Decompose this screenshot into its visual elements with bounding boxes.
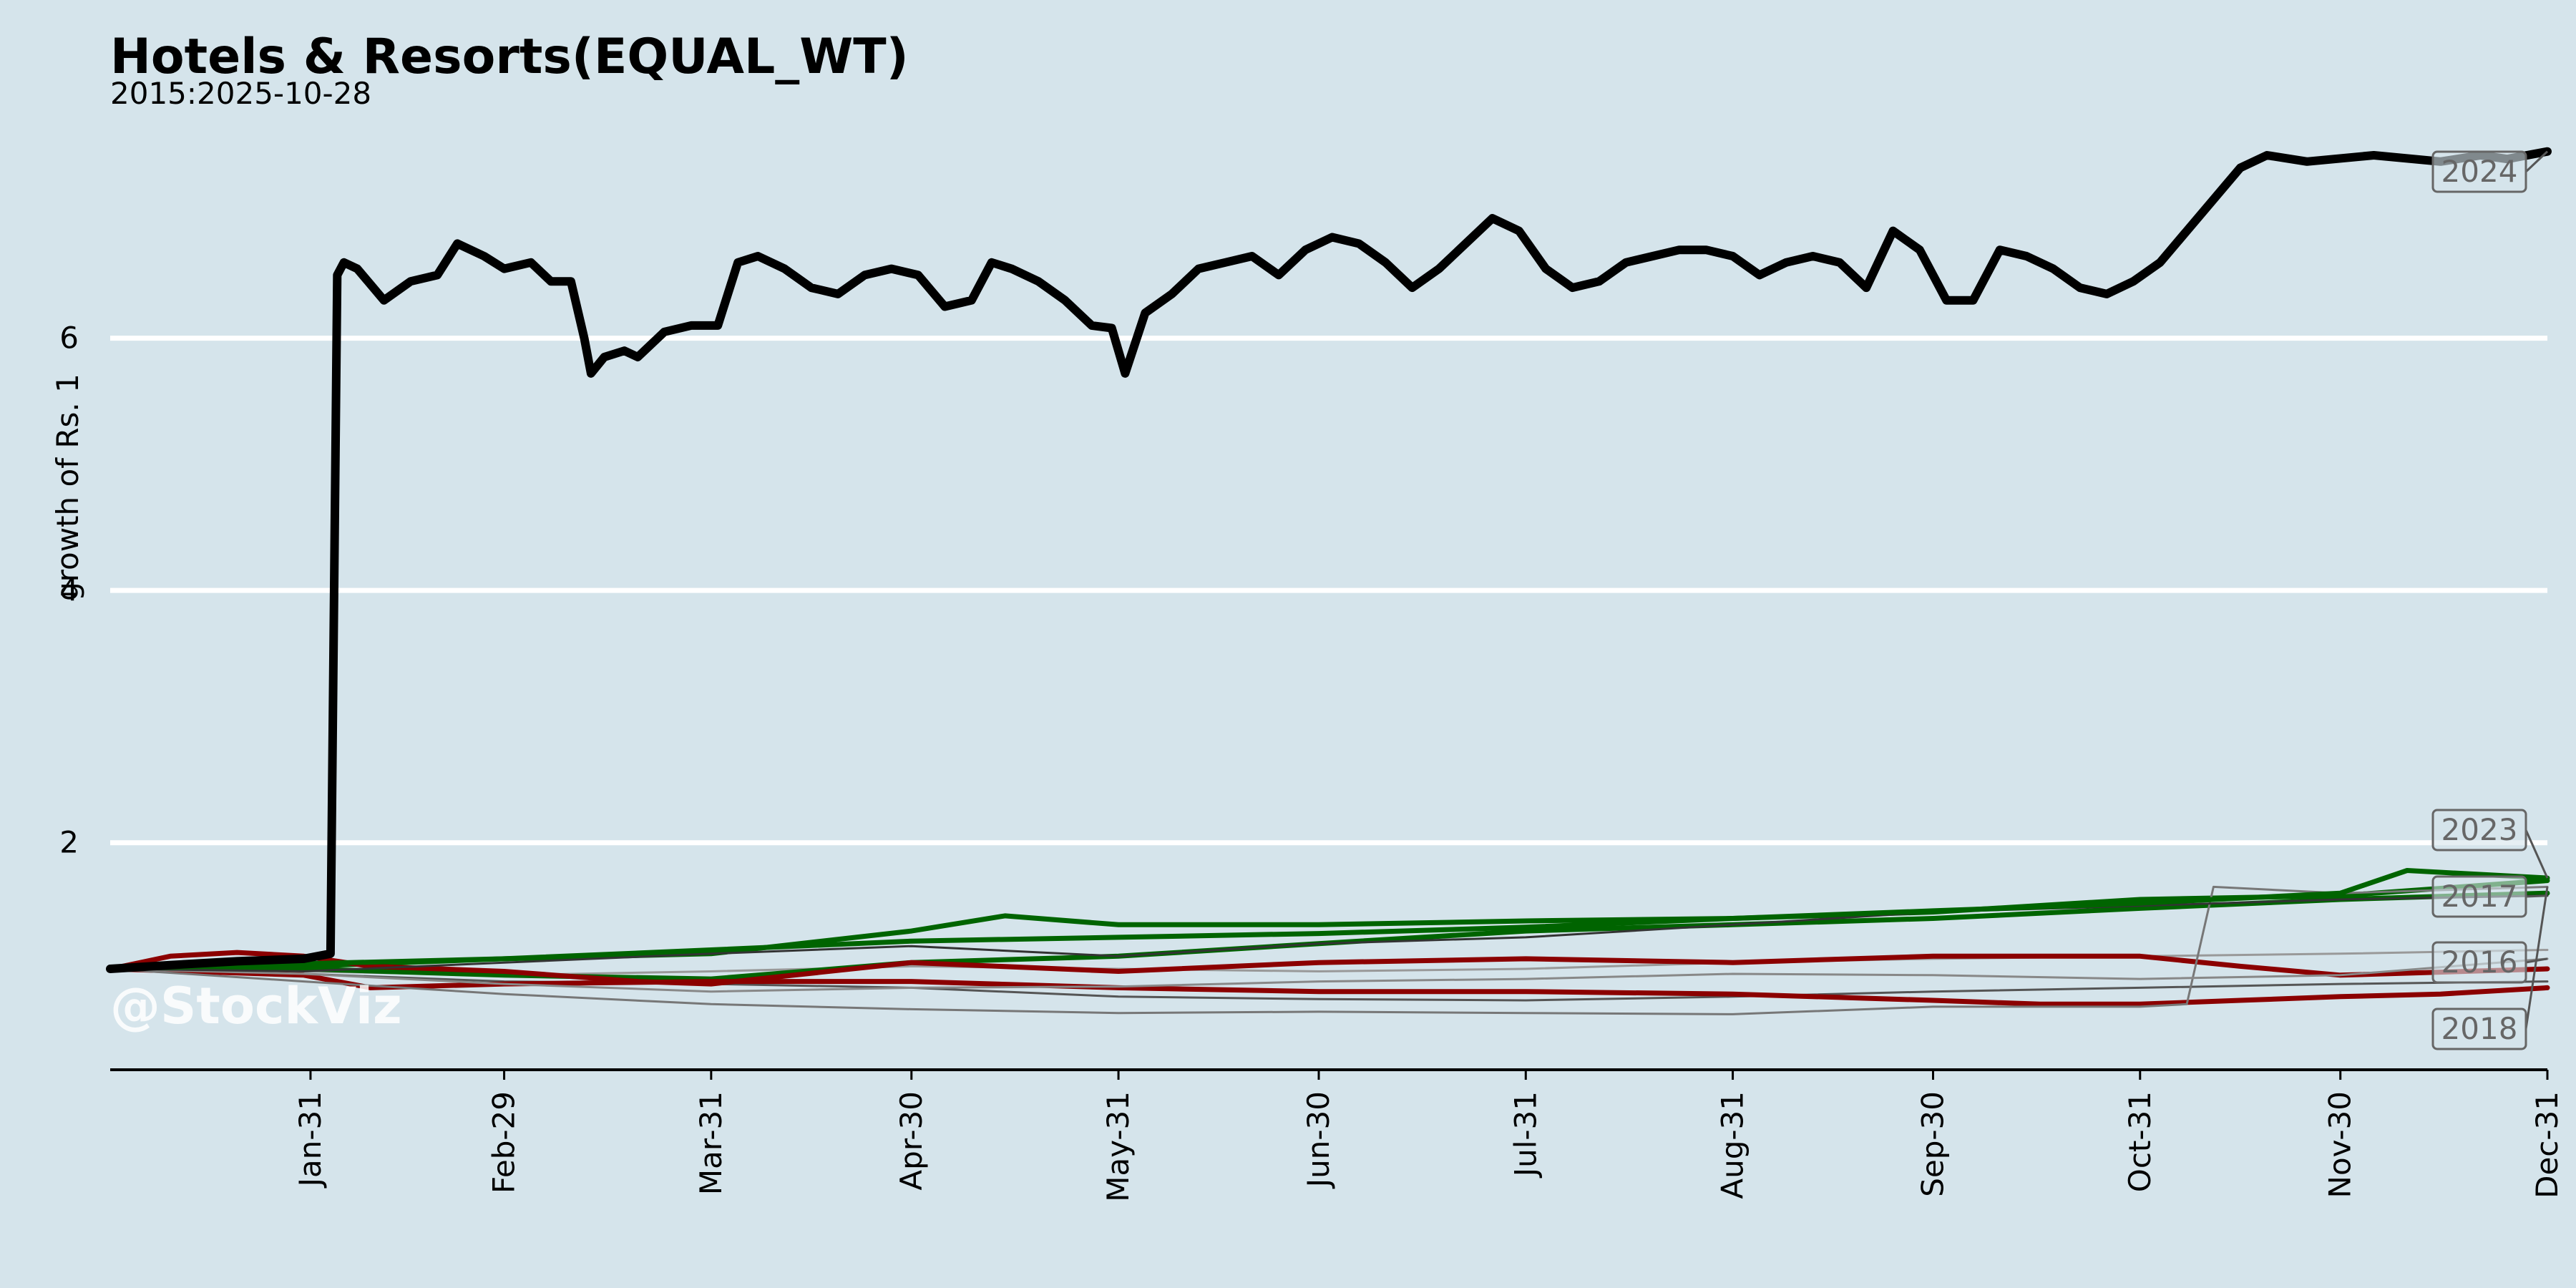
series-label-box bbox=[2431, 150, 2527, 193]
series-line-2018 bbox=[109, 885, 2549, 1015]
series-label: 2023 bbox=[2441, 812, 2518, 847]
x-tick-label: Dec-31 bbox=[2529, 1091, 2565, 1199]
x-tick-label: Nov-30 bbox=[2323, 1091, 2358, 1198]
y-tick-label: 4 bbox=[59, 572, 79, 608]
series-label-box bbox=[2431, 941, 2527, 984]
series-line-unlabeled-6 bbox=[107, 966, 2550, 1007]
series-lines bbox=[106, 147, 2552, 1015]
chart-subtitle: 2015:2025-10-28 bbox=[110, 76, 372, 111]
x-tick-label: Aug-31 bbox=[1715, 1091, 1750, 1199]
watermark-text: @StockViz bbox=[110, 977, 402, 1035]
series-line-unlabeled-9 bbox=[109, 967, 2549, 1002]
label-leader bbox=[2524, 829, 2549, 879]
y-axis-ticks: 2 4 6 bbox=[59, 321, 79, 860]
grid-lines bbox=[110, 336, 2547, 846]
x-tick-label: Feb-29 bbox=[487, 1091, 522, 1194]
x-axis: Jan-31 Feb-29 Mar-31 Apr-30 May-31 Jun-30 Jul-… bbox=[110, 1068, 2565, 1202]
x-tick-label: Sep-30 bbox=[1916, 1091, 1951, 1197]
label-leader bbox=[2524, 150, 2549, 173]
label-leader bbox=[2525, 894, 2548, 898]
x-tick-label: Oct-31 bbox=[2122, 1091, 2157, 1192]
series-line-2024 bbox=[106, 147, 2552, 973]
x-tick-label: Jul-31 bbox=[1508, 1091, 1543, 1179]
chart-title: Hotels & Resorts(EQUAL_WT) bbox=[110, 29, 909, 85]
series-line-2023 bbox=[107, 868, 2550, 972]
series-label-box bbox=[2431, 1008, 2527, 1050]
x-tick-label: Apr-30 bbox=[894, 1091, 929, 1191]
x-tick-label: Jan-31 bbox=[293, 1091, 328, 1189]
series-labels: 2024 2023 2017 2016 2018 bbox=[2431, 150, 2549, 1050]
x-tick-label: May-31 bbox=[1101, 1091, 1136, 1202]
series-label: 2024 bbox=[2441, 154, 2518, 189]
x-tick-label: Mar-31 bbox=[693, 1091, 728, 1195]
label-leader bbox=[2524, 887, 2549, 1030]
series-label-box bbox=[2431, 809, 2527, 852]
series-line-unlabeled-7 bbox=[107, 890, 2550, 982]
series-label-box bbox=[2431, 875, 2527, 918]
y-tick-label: 2 bbox=[59, 825, 79, 860]
y-tick-label: 6 bbox=[59, 321, 79, 356]
series-label: 2018 bbox=[2441, 1011, 2518, 1046]
series-label: 2016 bbox=[2441, 945, 2518, 980]
y-axis-label: growth of Rs. 1 bbox=[50, 374, 85, 601]
x-tick-label: Jun-30 bbox=[1301, 1091, 1336, 1189]
series-label: 2017 bbox=[2441, 879, 2518, 914]
series-line-2016 bbox=[109, 957, 2549, 993]
